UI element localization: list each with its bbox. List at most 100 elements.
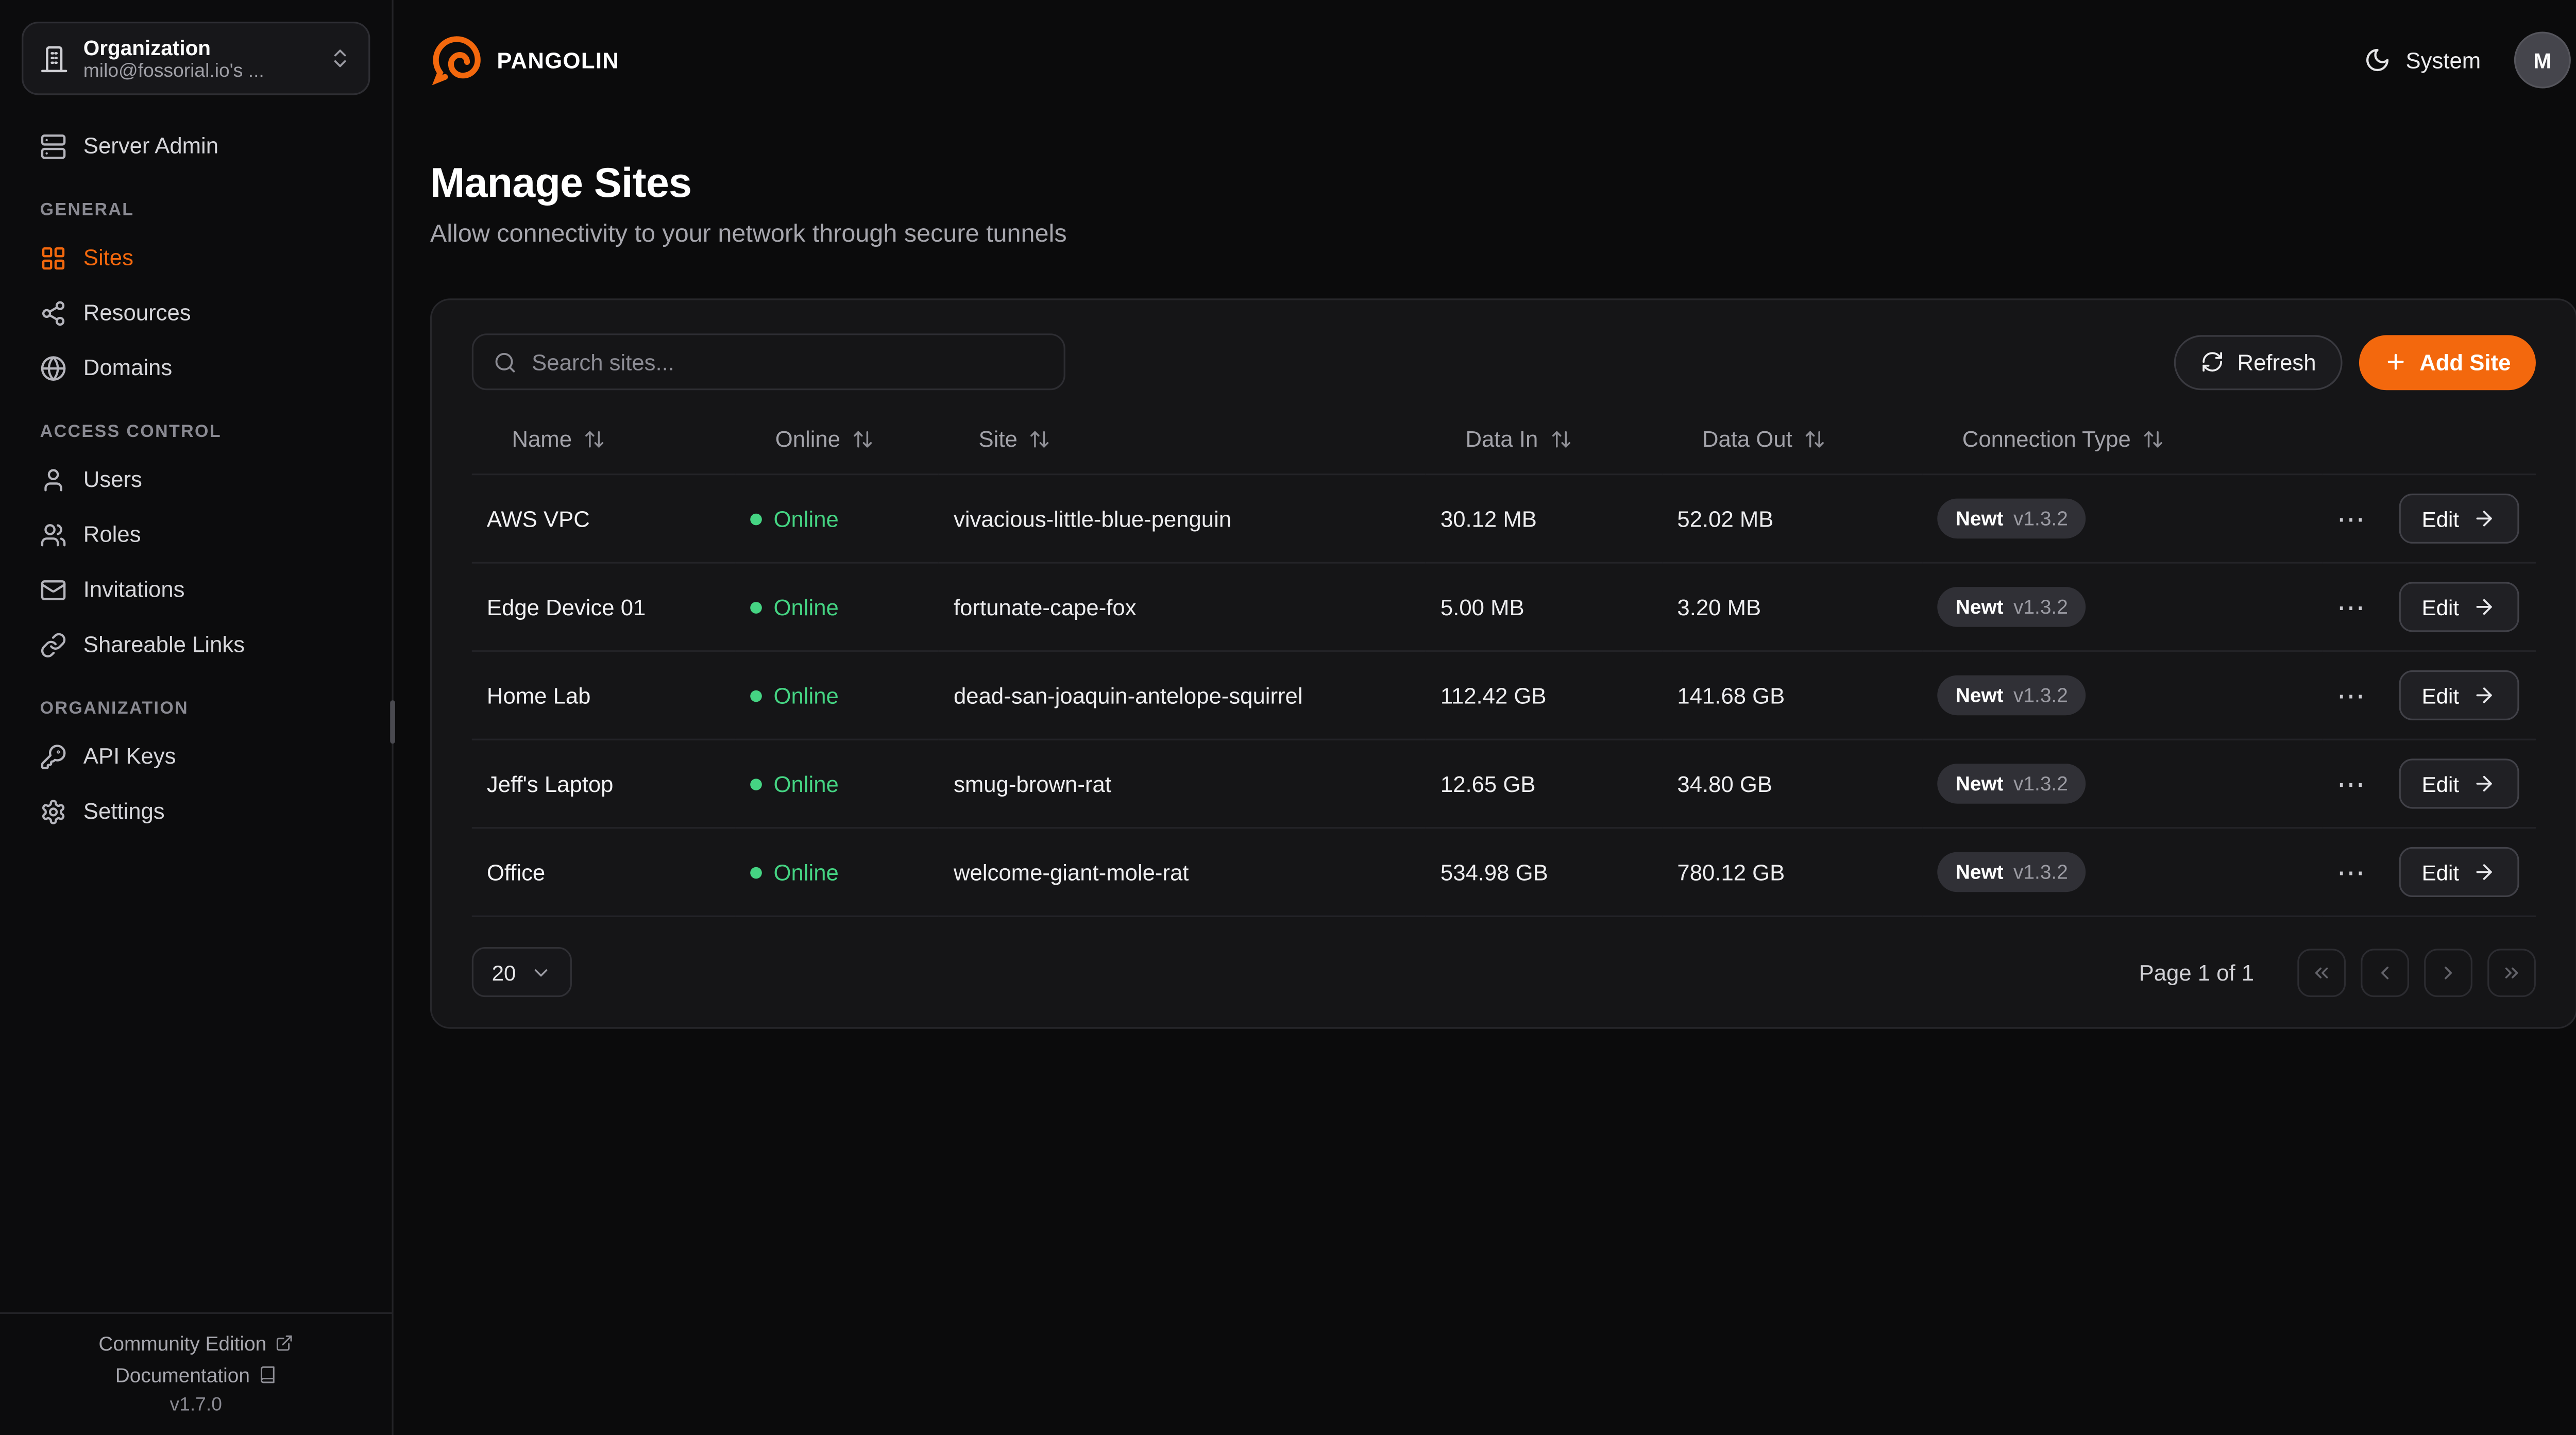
org-switcher-title: Organization	[83, 36, 211, 60]
user-icon	[44, 468, 62, 491]
refresh-icon	[2202, 352, 2222, 372]
edit-button[interactable]: Edit	[2398, 582, 2519, 632]
sort-icon	[1551, 431, 1570, 448]
table-row: Home Lab Online dead-san-joaquin-antelop…	[471, 650, 2536, 740]
search-icon	[495, 352, 515, 372]
org-text: Organization milo@fossorial.io's ...	[83, 35, 314, 82]
sidebar-item-label: Roles	[83, 521, 141, 547]
sidebar-item-roles[interactable]: Roles	[23, 507, 368, 562]
connection-type: Newt	[1955, 594, 2004, 618]
resources-icon	[42, 300, 65, 325]
globe-icon	[41, 355, 66, 380]
column-header-data-in[interactable]: Data In	[1465, 427, 1571, 452]
arrow-right-icon	[2476, 775, 2492, 792]
theme-label: System	[2405, 47, 2481, 73]
sidebar-item-sites[interactable]: Sites	[23, 230, 368, 285]
edit-button[interactable]: Edit	[2398, 758, 2519, 809]
refresh-button[interactable]: Refresh	[2174, 334, 2343, 390]
site-name: Edge Device 01	[486, 594, 646, 620]
status-label: Online	[773, 507, 839, 532]
connection-type-badge: Newt v1.3.2	[1937, 674, 2087, 716]
theme-toggle[interactable]: System	[2364, 47, 2481, 74]
previous-page-button[interactable]	[2361, 948, 2410, 997]
key-icon	[41, 744, 66, 769]
brand-name: PANGOLIN	[497, 47, 620, 73]
table-row: Jeff's Laptop Online smug-brown-rat 12.6…	[471, 738, 2536, 828]
documentation-link[interactable]: Documentation	[115, 1363, 277, 1387]
table-row: Office Online welcome-giant-mole-rat 534…	[471, 827, 2536, 917]
sidebar-item-shareable-links[interactable]: Shareable Links	[23, 617, 368, 672]
page-size-select[interactable]: 20	[471, 947, 573, 998]
row-menu-button[interactable]: ⋯	[2330, 854, 2372, 889]
column-header-data-out[interactable]: Data Out	[1702, 427, 1826, 452]
column-header-connection-type[interactable]: Connection Type	[1962, 427, 2164, 452]
table-row: Edge Device 01 Online fortunate-cape-fox…	[471, 562, 2536, 651]
sidebar-item-settings[interactable]: Settings	[23, 784, 368, 839]
row-menu-button[interactable]: ⋯	[2330, 678, 2372, 713]
documentation-label: Documentation	[115, 1363, 250, 1387]
next-page-button[interactable]	[2424, 948, 2472, 997]
online-dot-icon	[750, 779, 762, 790]
data-in-value: 5.00 MB	[1440, 594, 1524, 620]
connection-type: Newt	[1955, 506, 2004, 530]
sort-icon	[1030, 431, 1049, 448]
pager-buttons	[2297, 948, 2536, 997]
connection-version: v1.3.2	[2013, 859, 2068, 883]
arrow-right-icon	[2476, 864, 2492, 880]
search-input[interactable]	[532, 349, 1044, 375]
sidebar-item-api-keys[interactable]: API Keys	[23, 729, 368, 784]
sidebar: Organization milo@fossorial.io's ... Ser…	[0, 0, 395, 1435]
row-menu-button[interactable]: ⋯	[2330, 501, 2372, 536]
sidebar-item-label: Settings	[83, 799, 165, 824]
first-page-button[interactable]	[2297, 948, 2346, 997]
chevron-right-icon	[2445, 966, 2452, 978]
connection-type-badge: Newt v1.3.2	[1937, 586, 2087, 628]
sidebar-item-label: Domains	[83, 355, 173, 380]
status-label: Online	[773, 772, 839, 797]
sidebar-item-domains[interactable]: Domains	[23, 340, 368, 395]
row-menu-button[interactable]: ⋯	[2330, 589, 2372, 624]
sidebar-footer: Community Edition Documentation v1.7.0	[0, 1311, 392, 1434]
site-name: Office	[486, 859, 546, 885]
connection-version: v1.3.2	[2013, 683, 2068, 706]
data-in-value: 112.42 GB	[1440, 683, 1547, 708]
brand-logo[interactable]: PANGOLIN	[430, 33, 619, 87]
connection-type: Newt	[1955, 771, 2004, 795]
edit-button[interactable]: Edit	[2398, 847, 2519, 897]
sort-icon	[854, 431, 872, 448]
sidebar-item-label: Shareable Links	[83, 632, 245, 657]
sidebar-item-label: Server Admin	[83, 133, 219, 159]
sidebar-item-invitations[interactable]: Invitations	[23, 562, 368, 617]
sidebar-item-label: Resources	[83, 300, 191, 326]
ellipsis-icon: ⋯	[2336, 679, 2365, 712]
avatar[interactable]: M	[2514, 31, 2571, 89]
table-header: Name Online Site Data In Data Out Connec…	[472, 410, 2536, 475]
online-dot-icon	[750, 690, 762, 702]
data-out-value: 780.12 GB	[1677, 859, 1785, 885]
status-label: Online	[773, 683, 839, 709]
column-header-online[interactable]: Online	[775, 427, 874, 452]
sidebar-resize-handle[interactable]	[390, 700, 395, 744]
sidebar-item-server-admin[interactable]: Server Admin	[23, 119, 368, 174]
sidebar-item-label: Invitations	[83, 577, 185, 602]
edit-button[interactable]: Edit	[2398, 670, 2519, 720]
add-site-button[interactable]: Add Site	[2359, 334, 2536, 390]
column-header-site[interactable]: Site	[979, 427, 1051, 452]
community-edition-link[interactable]: Community Edition	[98, 1331, 293, 1355]
refresh-label: Refresh	[2237, 349, 2316, 375]
section-title-organization: ORGANIZATION	[40, 698, 189, 719]
sidebar-item-resources[interactable]: Resources	[23, 285, 368, 340]
online-dot-icon	[750, 602, 762, 614]
edit-button[interactable]: Edit	[2398, 493, 2519, 544]
last-page-button[interactable]	[2487, 948, 2536, 997]
sidebar-item-users[interactable]: Users	[23, 452, 368, 507]
edit-label: Edit	[2421, 683, 2460, 708]
column-header-name[interactable]: Name	[512, 427, 605, 452]
users-icon	[41, 523, 66, 546]
edit-label: Edit	[2421, 859, 2460, 885]
site-tunnel-name: fortunate-cape-fox	[953, 594, 1137, 620]
page-subtitle: Allow connectivity to your network throu…	[430, 220, 1067, 249]
row-menu-button[interactable]: ⋯	[2330, 766, 2372, 801]
status-badge: Online	[750, 507, 839, 532]
org-switcher[interactable]: Organization milo@fossorial.io's ...	[22, 22, 370, 95]
